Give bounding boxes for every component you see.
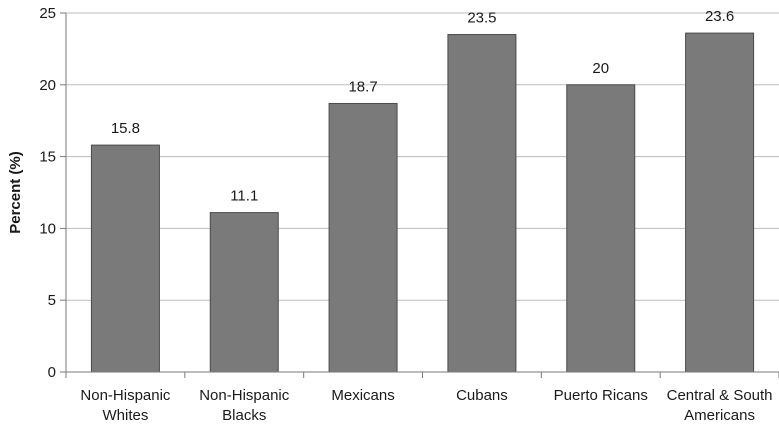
x-category-label: Americans <box>684 407 755 424</box>
x-category-label: Non-Hispanic <box>199 387 290 404</box>
bar <box>328 102 398 373</box>
y-tick-label: 5 <box>48 292 56 309</box>
data-label: 23.6 <box>705 8 734 25</box>
data-label: 15.8 <box>111 120 140 137</box>
data-labels: 15.8 11.1 18.7 23.5 20 23.6 <box>111 8 734 205</box>
x-category-label: Central & South <box>667 387 773 404</box>
x-category-label: Non-Hispanic <box>80 387 171 404</box>
y-tick-label: 25 <box>39 5 56 22</box>
x-category-label: Puerto Ricans <box>554 387 648 404</box>
y-tick-label: 10 <box>39 220 56 237</box>
y-tick-labels: 0 5 10 15 20 25 <box>39 5 56 381</box>
y-tick-label: 0 <box>48 364 56 381</box>
y-axis-label: Percent (%) <box>7 151 24 234</box>
x-category-label: Whites <box>102 407 148 424</box>
x-category-label: Blacks <box>222 407 266 424</box>
x-category-label: Cubans <box>456 387 508 404</box>
bar <box>685 32 755 373</box>
data-label: 20 <box>592 60 609 77</box>
x-category-label: Mexicans <box>331 387 394 404</box>
y-tick-label: 15 <box>39 149 56 166</box>
bar <box>90 144 160 373</box>
y-tick-label: 20 <box>39 77 56 94</box>
bar <box>447 34 517 373</box>
bar <box>209 212 279 373</box>
x-category-labels: Non-Hispanic Whites Non-Hispanic Blacks Mexi… <box>80 387 772 424</box>
bar <box>566 84 636 373</box>
gridlines <box>66 12 779 301</box>
data-label: 18.7 <box>348 78 377 95</box>
axes <box>60 12 779 378</box>
data-label: 11.1 <box>230 188 258 205</box>
bars <box>90 32 755 373</box>
data-label: 23.5 <box>467 10 496 27</box>
